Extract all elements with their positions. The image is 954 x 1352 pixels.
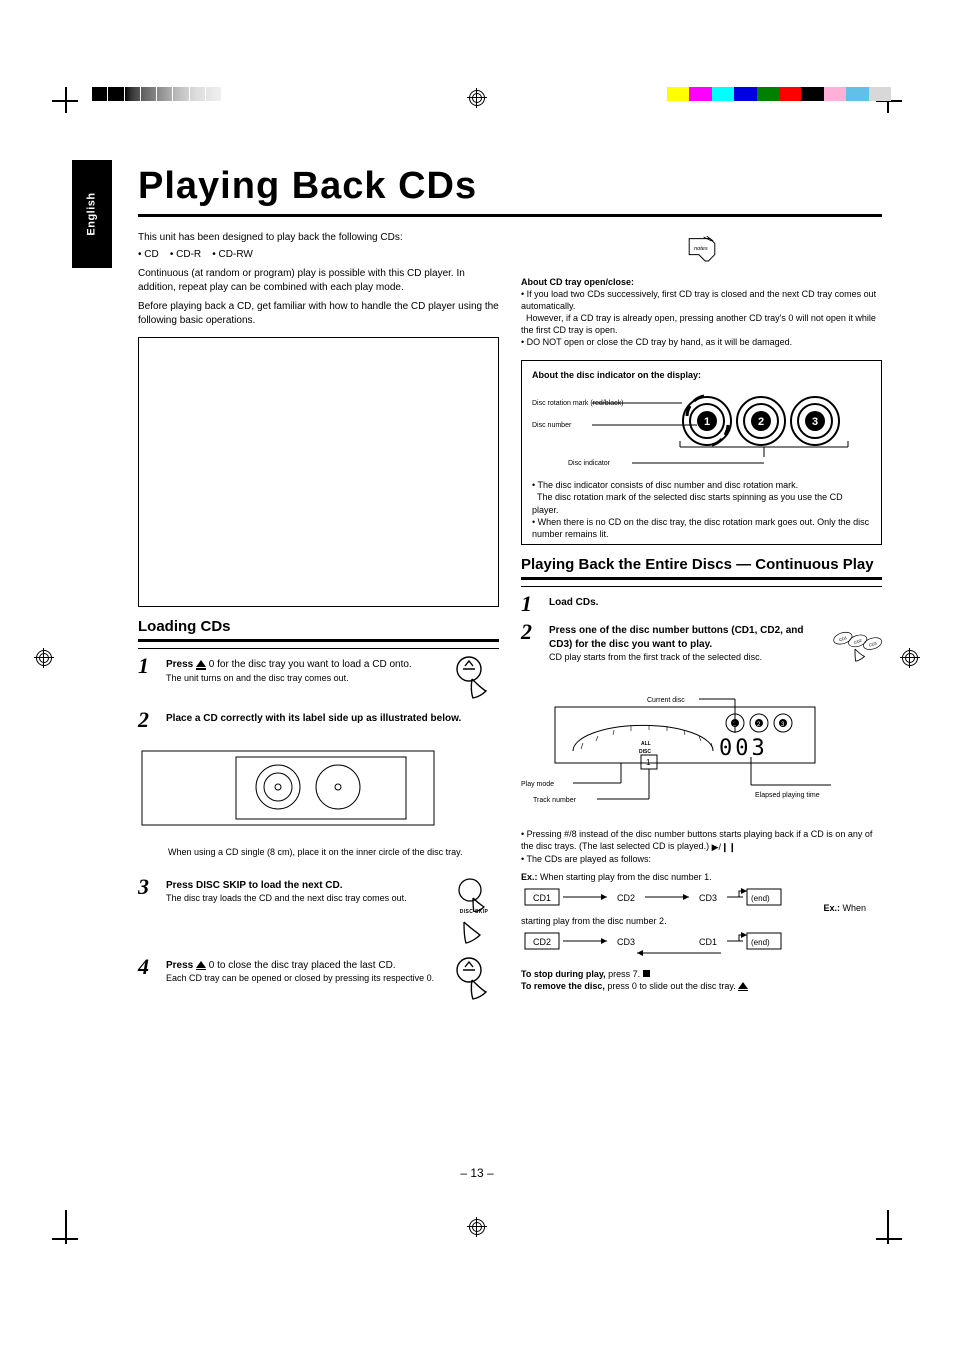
right-column: notes About CD tray open/close: • If you… <box>521 231 882 1010</box>
step-4: 4 Press 0 to close the disc tray placed … <box>138 956 499 1004</box>
gradient-calibration-bar <box>92 87 222 101</box>
remote-illustration <box>138 337 499 607</box>
svg-text:Track number: Track number <box>533 797 577 804</box>
crop-mark <box>52 1238 78 1240</box>
svg-text:CD1: CD1 <box>699 937 717 947</box>
svg-text:notes: notes <box>694 246 708 252</box>
section-rule <box>138 639 499 642</box>
eject-icon <box>738 982 748 989</box>
section-rule <box>521 577 882 580</box>
intro-text: This unit has been designed to play back… <box>138 231 499 245</box>
svg-text:Play mode: Play mode <box>521 781 554 788</box>
svg-text:Disc indicator: Disc indicator <box>568 460 611 467</box>
svg-text:Disc rotation mark (red/black): Disc rotation mark (red/black) <box>532 400 623 407</box>
left-column: This unit has been designed to play back… <box>138 231 499 1010</box>
svg-text:Current disc: Current disc <box>647 697 685 704</box>
svg-text:CD3: CD3 <box>699 893 717 903</box>
title-rule <box>138 214 882 217</box>
press-button-icon <box>452 655 496 703</box>
svg-text:ALL: ALL <box>641 741 651 747</box>
page-title: Playing Back CDs <box>138 165 882 208</box>
disc-indicator-figure: 1 2 3 Disc rotation mark (red/black) Dis… <box>532 383 852 475</box>
step-1: 1 Press 0 for the disc tray you want to … <box>138 655 499 703</box>
step-2: 2 Place a CD correctly with its label si… <box>138 709 499 731</box>
body-text: Continuous (at random or program) play i… <box>138 267 499 294</box>
notes-icon: notes <box>521 235 882 268</box>
press-button-icon <box>452 956 496 1004</box>
crop-mark <box>876 1238 902 1240</box>
play-sequence: Ex.: When starting play from the disc nu… <box>521 871 882 960</box>
svg-text:Elapsed playing time: Elapsed playing time <box>755 792 820 799</box>
crop-mark <box>52 100 78 102</box>
registration-mark <box>900 648 920 668</box>
cd-type-list: • CD • CD-R • CD-RW <box>138 248 499 262</box>
section-rule-thin <box>521 586 882 587</box>
svg-text:1: 1 <box>646 758 651 767</box>
page-number: – 13 – <box>0 1166 954 1180</box>
svg-text:(end): (end) <box>751 894 770 903</box>
display-panel-figure: ALL DISC 1 2 3 003 1 Play mode T <box>521 693 851 813</box>
eject-icon <box>196 961 206 968</box>
disc-indicator-box: About the disc indicator on the display:… <box>521 360 882 545</box>
color-calibration-bar <box>667 87 891 101</box>
svg-text:Disc number: Disc number <box>532 422 572 429</box>
svg-text:CD1: CD1 <box>838 635 848 642</box>
notes-block: About CD tray open/close: • If you load … <box>521 276 882 349</box>
step2-sub: When using a CD single (8 cm), place it … <box>138 846 499 858</box>
section-rule-thin <box>138 648 499 649</box>
press-button-icon <box>456 918 492 950</box>
svg-text:CD2: CD2 <box>617 893 635 903</box>
cont-step-1: 1 Load CDs. <box>521 593 882 615</box>
continuous-notes: • Pressing #/8 instead of the disc numbe… <box>521 828 882 865</box>
cont-step-2: 2 Press one of the disc number buttons (… <box>521 621 882 677</box>
registration-mark <box>467 88 487 108</box>
registration-mark <box>467 1217 487 1237</box>
registration-mark <box>34 648 54 668</box>
tray-illustration <box>138 743 438 833</box>
loading-heading: Loading CDs <box>138 617 499 637</box>
press-button-icon <box>456 876 492 912</box>
svg-text:1: 1 <box>704 416 710 428</box>
svg-text:CD2: CD2 <box>533 937 551 947</box>
svg-text:(end): (end) <box>751 938 770 947</box>
cd-buttons-icon: CD1 CD2 CD3 <box>832 621 882 677</box>
svg-text:CD1: CD1 <box>533 893 551 903</box>
svg-text:DISC: DISC <box>639 749 651 755</box>
svg-text:CD3: CD3 <box>617 937 635 947</box>
svg-text:CD3: CD3 <box>868 641 878 648</box>
step-3: 3 Press DISC SKIP to load the next CD.Th… <box>138 876 499 950</box>
body-text: Before playing back a CD, get familiar w… <box>138 300 499 327</box>
svg-text:003: 003 <box>719 736 768 761</box>
stop-remove: To stop during play, press 7. To remove … <box>521 968 882 992</box>
continuous-heading: Playing Back the Entire Discs — Continuo… <box>521 555 882 575</box>
svg-text:3: 3 <box>812 416 818 428</box>
eject-icon <box>196 660 206 667</box>
svg-text:CD2: CD2 <box>853 638 863 645</box>
svg-text:2: 2 <box>758 416 764 428</box>
